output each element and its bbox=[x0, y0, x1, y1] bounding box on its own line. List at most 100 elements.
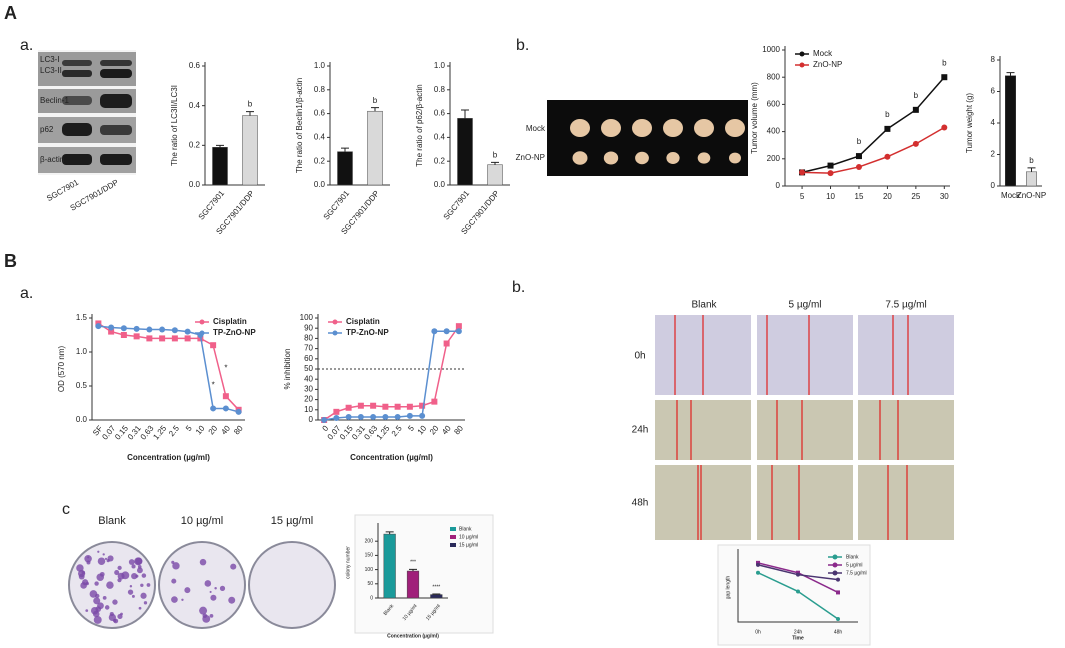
series-line bbox=[802, 126, 945, 174]
y-axis-label: The ratio of LC3II/LC3I bbox=[170, 85, 179, 166]
point bbox=[394, 413, 401, 420]
y-tick-label: 2 bbox=[991, 150, 996, 159]
wound-row-label: 48h bbox=[632, 498, 649, 509]
point bbox=[382, 403, 389, 410]
y-tick-label: 0.2 bbox=[314, 156, 326, 165]
colony bbox=[97, 557, 106, 565]
series-line bbox=[801, 76, 945, 174]
axis bbox=[784, 46, 950, 187]
legend-label: 7.5 µg/ml bbox=[846, 570, 867, 576]
colony bbox=[94, 581, 99, 586]
annotation: b bbox=[914, 91, 919, 100]
x-tick-label: 2.5 bbox=[390, 423, 404, 438]
blot-label: p62 bbox=[40, 125, 54, 134]
legend-swatch bbox=[450, 527, 456, 531]
annotation: b bbox=[885, 110, 890, 119]
y-tick-label: 0 bbox=[370, 595, 373, 601]
point bbox=[120, 325, 127, 332]
wound-image bbox=[858, 400, 954, 460]
bar bbox=[337, 151, 353, 186]
colony bbox=[97, 602, 104, 610]
y-tick-label: 0.0 bbox=[76, 415, 88, 424]
colony bbox=[202, 614, 211, 623]
tumor bbox=[729, 152, 741, 164]
x-tick-label: SGC7901 bbox=[197, 188, 227, 221]
axis bbox=[737, 549, 858, 623]
x-tick-label: SGC7901 bbox=[322, 188, 352, 221]
point bbox=[796, 589, 800, 594]
y-tick-label: 0 bbox=[309, 415, 314, 424]
colony bbox=[199, 558, 207, 566]
error-bar bbox=[1006, 72, 1015, 76]
y-tick-label: 0.5 bbox=[76, 381, 88, 390]
point bbox=[884, 153, 891, 160]
point bbox=[333, 408, 340, 415]
tumor-row-label: Mock bbox=[526, 124, 546, 133]
x-tick-label: 20 bbox=[428, 423, 441, 436]
point bbox=[333, 414, 340, 421]
bar bbox=[457, 118, 473, 186]
colony bbox=[129, 585, 133, 588]
colony bbox=[102, 596, 107, 600]
panel-label: b. bbox=[512, 279, 525, 296]
error-bar bbox=[461, 109, 469, 119]
colony bbox=[114, 569, 120, 576]
legend-marker bbox=[799, 51, 805, 57]
colony bbox=[131, 564, 136, 569]
blot-label: LC3-II bbox=[40, 66, 62, 75]
legend-label: Mock bbox=[813, 49, 833, 58]
annotation: b bbox=[373, 96, 378, 105]
x-tick-label: 80 bbox=[232, 423, 245, 436]
annotation: b bbox=[942, 58, 947, 67]
colony bbox=[96, 573, 104, 581]
tumor bbox=[601, 119, 621, 137]
y-tick-label: 40 bbox=[304, 374, 313, 383]
point bbox=[357, 413, 364, 420]
colony bbox=[93, 615, 102, 624]
y-tick-label: 60 bbox=[304, 354, 313, 363]
y-tick-label: 0 bbox=[991, 181, 996, 190]
point bbox=[855, 163, 862, 170]
y-tick-label: 4 bbox=[991, 118, 996, 127]
tumors bbox=[570, 119, 745, 165]
y-tick-label: 30 bbox=[304, 385, 313, 394]
x-axis-label: Time bbox=[792, 635, 804, 641]
point bbox=[210, 405, 217, 412]
blot-label: β-actin bbox=[40, 155, 64, 164]
y-tick-label: 0.8 bbox=[434, 85, 446, 94]
blot-band bbox=[62, 60, 92, 66]
colony bbox=[97, 550, 100, 553]
y-tick-label: 20 bbox=[304, 395, 313, 404]
colony bbox=[230, 563, 237, 570]
wound-image bbox=[757, 315, 853, 395]
colony bbox=[209, 590, 212, 593]
colony bbox=[171, 560, 175, 564]
x-tick-label: 30 bbox=[940, 192, 949, 201]
colony bbox=[102, 553, 105, 556]
colony bbox=[106, 581, 114, 589]
y-tick-label: 0.8 bbox=[314, 85, 326, 94]
colony bbox=[184, 587, 191, 594]
blot-band bbox=[100, 125, 132, 135]
error-bar bbox=[491, 161, 499, 165]
y-tick-label: 0.0 bbox=[434, 180, 446, 189]
blot-band bbox=[62, 123, 92, 136]
y-tick-label: 6 bbox=[991, 87, 996, 96]
tumor bbox=[572, 151, 588, 165]
point bbox=[133, 333, 140, 340]
y-tick-label: 70 bbox=[304, 344, 313, 353]
y-tick-label: 0.2 bbox=[189, 140, 201, 149]
colony bbox=[93, 597, 101, 605]
point bbox=[345, 413, 352, 420]
legend-label: 10 µg/ml bbox=[459, 534, 478, 540]
y-tick-label: 0.6 bbox=[189, 61, 201, 70]
point bbox=[171, 327, 178, 334]
x-tick-label: 80 bbox=[452, 423, 465, 436]
blot-band bbox=[100, 154, 132, 165]
colony bbox=[214, 586, 217, 590]
tumor bbox=[635, 151, 649, 165]
y-tick-label: 600 bbox=[767, 100, 781, 109]
y-tick-label: 0.4 bbox=[314, 133, 326, 142]
point bbox=[419, 412, 426, 419]
colony bbox=[104, 557, 108, 560]
